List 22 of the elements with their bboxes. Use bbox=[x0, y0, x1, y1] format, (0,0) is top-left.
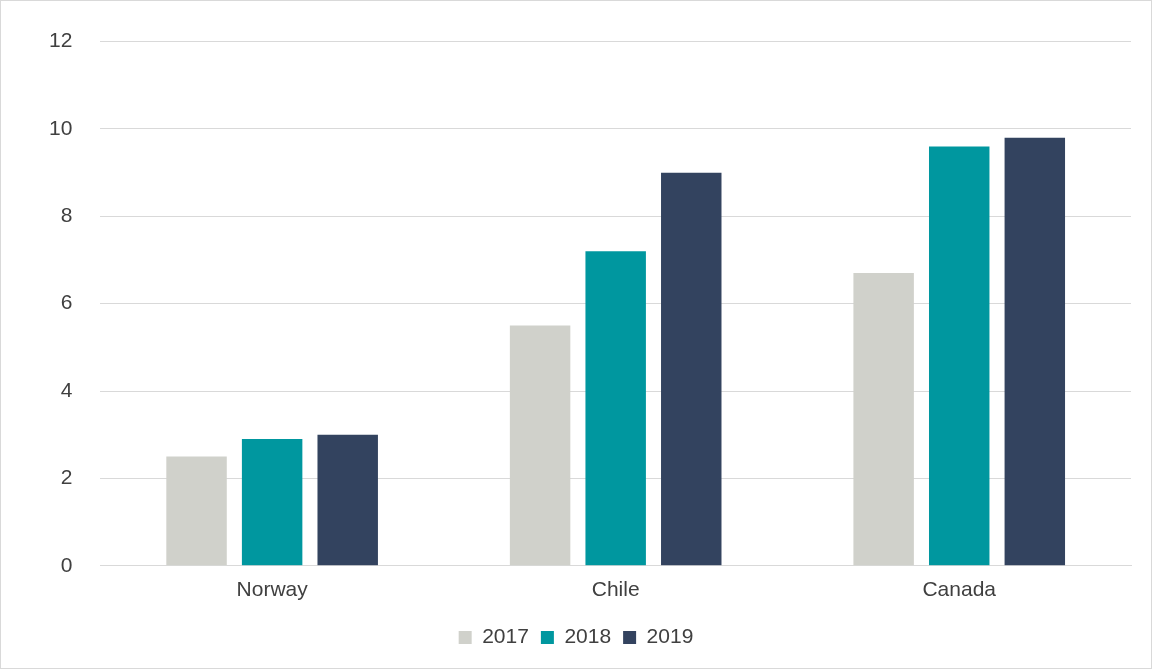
x-tick-label: Chile bbox=[591, 577, 640, 601]
bar bbox=[585, 251, 646, 566]
y-tick-label: 12 bbox=[49, 28, 73, 52]
y-tick-label: 6 bbox=[60, 290, 73, 314]
bar bbox=[241, 439, 303, 566]
x-tick-label: Canada bbox=[922, 577, 997, 601]
bar bbox=[928, 146, 990, 566]
y-tick-label: 4 bbox=[60, 377, 73, 401]
legend-label: 2017 bbox=[482, 624, 529, 648]
bar bbox=[661, 172, 722, 566]
y-tick-label: 10 bbox=[49, 115, 73, 139]
x-tick-label: Norway bbox=[236, 577, 309, 601]
legend-label: 2018 bbox=[564, 624, 612, 648]
bar bbox=[509, 325, 571, 566]
y-tick-label: 2 bbox=[60, 465, 73, 489]
bar bbox=[853, 273, 914, 566]
bar bbox=[317, 434, 378, 566]
bar bbox=[166, 456, 227, 566]
legend-label: 2019 bbox=[646, 624, 694, 648]
y-tick-label: 8 bbox=[60, 203, 73, 227]
y-tick-label: 0 bbox=[60, 552, 73, 576]
bar bbox=[1004, 137, 1066, 566]
